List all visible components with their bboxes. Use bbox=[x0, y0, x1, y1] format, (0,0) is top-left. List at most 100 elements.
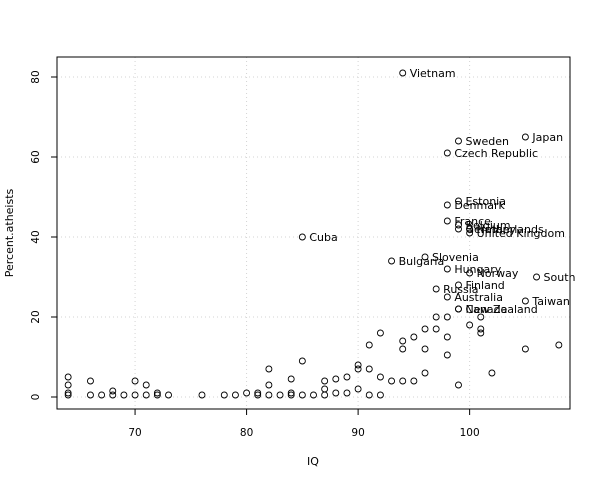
data-point bbox=[287, 391, 295, 399]
data-point bbox=[477, 325, 485, 333]
data-point bbox=[254, 391, 262, 399]
data-point bbox=[287, 375, 295, 383]
y-tick-label: 60 bbox=[30, 150, 42, 163]
data-point bbox=[477, 329, 485, 337]
data-point bbox=[87, 377, 94, 385]
data-point bbox=[443, 293, 451, 301]
point-label: United Kingdom bbox=[477, 227, 565, 240]
data-point bbox=[254, 389, 262, 397]
data-point bbox=[443, 217, 451, 225]
point-label: Japan bbox=[531, 131, 563, 144]
data-point bbox=[243, 389, 251, 397]
y-axis-title: Percent.atheists bbox=[3, 188, 16, 277]
data-point bbox=[98, 391, 106, 399]
data-point bbox=[443, 313, 451, 321]
data-point bbox=[455, 197, 462, 205]
data-point bbox=[521, 133, 529, 141]
data-point bbox=[477, 313, 485, 321]
data-point bbox=[153, 389, 161, 397]
point-label: Slovenia bbox=[432, 251, 479, 264]
point-label: Bulgaria bbox=[399, 255, 445, 268]
data-point bbox=[432, 313, 440, 321]
data-point bbox=[466, 229, 474, 237]
x-axis: 70 80 90 100 bbox=[128, 409, 480, 439]
data-point bbox=[332, 389, 340, 397]
point-label: Finland bbox=[465, 279, 504, 292]
data-point bbox=[521, 297, 529, 305]
data-point bbox=[399, 345, 407, 353]
data-point bbox=[321, 385, 329, 393]
data-point bbox=[421, 253, 429, 261]
point-label: South bbox=[544, 271, 576, 284]
data-point bbox=[455, 225, 462, 233]
data-point bbox=[287, 389, 295, 397]
point-label: Estonia bbox=[465, 195, 506, 208]
data-point bbox=[555, 341, 563, 349]
data-point bbox=[432, 325, 440, 333]
point-label: Norway bbox=[477, 267, 519, 280]
data-point bbox=[410, 377, 418, 385]
y-tick-label: 40 bbox=[30, 230, 42, 243]
data-point bbox=[332, 375, 340, 383]
data-point bbox=[64, 391, 72, 399]
point-label: Russia bbox=[443, 283, 478, 296]
data-point bbox=[298, 233, 306, 241]
point-label: Germany bbox=[465, 223, 516, 236]
point-label: Belgium bbox=[465, 219, 510, 232]
point-label: Vietnam bbox=[410, 67, 456, 80]
data-point bbox=[421, 325, 429, 333]
data-point bbox=[142, 381, 150, 389]
data-point bbox=[142, 391, 150, 399]
plot-frame bbox=[56, 56, 571, 410]
data-point bbox=[432, 285, 440, 293]
data-point bbox=[64, 389, 72, 397]
x-tick-label: 100 bbox=[460, 427, 480, 439]
data-point bbox=[388, 257, 396, 265]
data-point bbox=[376, 329, 384, 337]
data-point bbox=[365, 341, 373, 349]
data-point bbox=[120, 391, 128, 399]
data-point bbox=[399, 337, 407, 345]
data-point bbox=[421, 345, 429, 353]
data-point bbox=[310, 391, 317, 399]
data-point bbox=[220, 391, 228, 399]
data-point bbox=[64, 381, 72, 389]
data-point bbox=[109, 387, 117, 395]
data-point bbox=[265, 391, 273, 399]
data-point bbox=[321, 391, 329, 399]
data-point bbox=[466, 269, 474, 277]
point-label: Netherlands bbox=[477, 223, 544, 236]
x-tick-label: 70 bbox=[128, 427, 141, 439]
data-point bbox=[354, 385, 362, 393]
data-point bbox=[399, 377, 407, 385]
data-point bbox=[443, 265, 451, 273]
x-tick-label: 90 bbox=[351, 427, 364, 439]
data-points bbox=[64, 69, 563, 399]
data-point bbox=[421, 369, 429, 377]
data-point bbox=[388, 377, 396, 385]
data-point bbox=[165, 391, 172, 399]
data-point bbox=[198, 391, 206, 399]
point-label: France bbox=[454, 215, 491, 228]
point-label: New Zealand bbox=[465, 303, 537, 316]
data-point bbox=[298, 391, 306, 399]
data-point bbox=[521, 345, 529, 353]
point-label: Cuba bbox=[309, 231, 337, 244]
grid-lines bbox=[57, 57, 570, 409]
data-point bbox=[365, 391, 373, 399]
data-point bbox=[466, 321, 474, 329]
data-point bbox=[488, 369, 496, 377]
data-point bbox=[131, 391, 139, 399]
point-label: Denmark bbox=[454, 199, 505, 212]
x-tick-label: 80 bbox=[240, 427, 253, 439]
data-point bbox=[376, 391, 384, 399]
data-point bbox=[443, 351, 451, 359]
data-point bbox=[443, 333, 451, 341]
data-point bbox=[321, 377, 329, 385]
data-point bbox=[443, 201, 451, 209]
data-point bbox=[64, 373, 72, 381]
data-point bbox=[410, 333, 418, 341]
point-label: Australia bbox=[454, 291, 503, 304]
